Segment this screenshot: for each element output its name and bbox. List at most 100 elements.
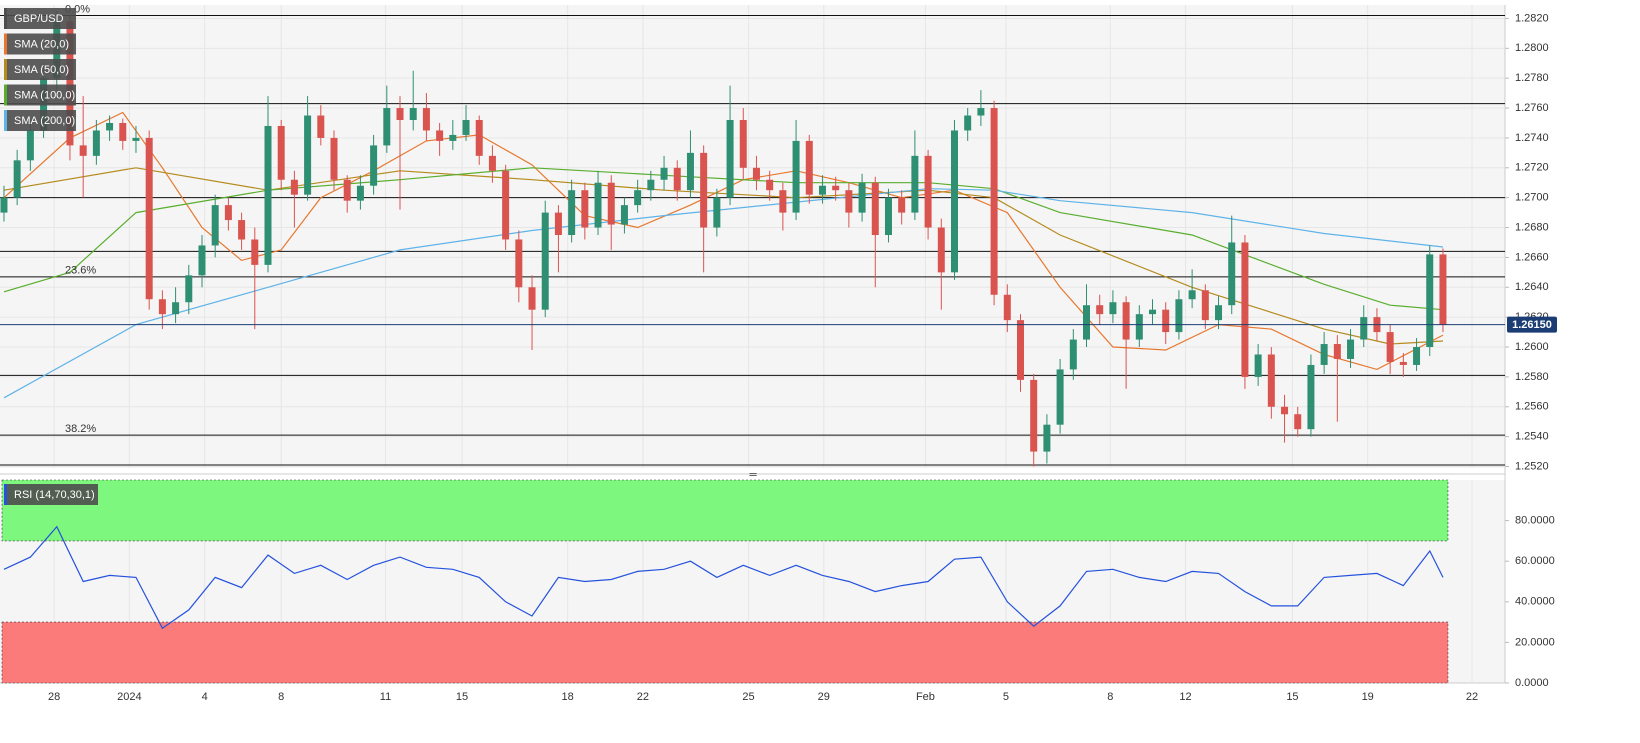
x-tick-label: 15 bbox=[456, 691, 468, 703]
legend-item: SMA (20,0) bbox=[4, 33, 76, 55]
x-tick-label: 19 bbox=[1362, 691, 1374, 703]
candle-body bbox=[1228, 242, 1236, 306]
y-tick-label: 1.2720 bbox=[1515, 162, 1549, 174]
divider-handle[interactable]: ═ bbox=[748, 470, 757, 481]
candle-body bbox=[330, 137, 338, 180]
candle-body bbox=[26, 130, 34, 161]
candle-body bbox=[1333, 344, 1341, 359]
legend-label: RSI (14,70,30,1) bbox=[14, 489, 95, 501]
candle-body bbox=[304, 115, 312, 195]
candle-body bbox=[1307, 364, 1315, 430]
y-tick-label: 1.2780 bbox=[1515, 72, 1549, 84]
candle-body bbox=[396, 108, 404, 121]
candle-body bbox=[1320, 344, 1328, 365]
candle-body bbox=[766, 179, 774, 191]
legend-box bbox=[4, 33, 76, 55]
legend-swatch bbox=[4, 110, 7, 131]
legend-box bbox=[4, 110, 76, 131]
x-tick-label: 11 bbox=[380, 691, 391, 703]
candle-body bbox=[132, 137, 140, 141]
candle-body bbox=[805, 140, 813, 195]
y-tick-label: 1.2680 bbox=[1515, 221, 1549, 233]
candle-body bbox=[1254, 354, 1262, 377]
candle-body bbox=[211, 205, 219, 246]
candle-body bbox=[634, 190, 642, 206]
candle-body bbox=[317, 115, 325, 138]
candle-body bbox=[792, 140, 800, 213]
candle-body bbox=[845, 190, 853, 213]
plot bbox=[0, 10, 1505, 684]
price-panel bbox=[0, 5, 1505, 468]
candle-body bbox=[1043, 424, 1051, 452]
x-tick-label: 12 bbox=[1179, 691, 1191, 703]
candle-body bbox=[752, 167, 760, 180]
candle-body bbox=[1215, 305, 1223, 321]
candle-body bbox=[145, 137, 153, 300]
candle-body bbox=[277, 125, 285, 180]
candle-body bbox=[13, 160, 21, 198]
candle-body bbox=[1267, 354, 1275, 407]
candle-body bbox=[224, 205, 232, 221]
candle-body bbox=[858, 182, 866, 213]
candle-body bbox=[79, 145, 87, 156]
legend-label: SMA (20,0) bbox=[14, 38, 69, 50]
candle-body bbox=[950, 130, 958, 273]
legend-item: SMA (200,0) bbox=[4, 110, 76, 131]
legend-item: SMA (50,0) bbox=[4, 59, 76, 80]
overlay: 1.25201.25401.25601.25801.26001.26201.26… bbox=[4, 3, 1557, 703]
candle-body bbox=[1426, 254, 1434, 348]
x-tick-label: Feb bbox=[916, 691, 935, 703]
legend-label: SMA (50,0) bbox=[14, 64, 69, 76]
y-tick-label: 1.2580 bbox=[1515, 371, 1549, 383]
candle-body bbox=[871, 182, 879, 236]
legend-box bbox=[4, 59, 76, 80]
candle-body bbox=[990, 108, 998, 295]
candle-body bbox=[832, 185, 840, 191]
candle-body bbox=[1439, 254, 1447, 325]
candle-body bbox=[502, 170, 510, 240]
x-tick-label: 22 bbox=[637, 691, 649, 703]
legend-label: SMA (200,0) bbox=[14, 115, 75, 127]
legend-box bbox=[4, 84, 76, 106]
candle-body bbox=[488, 155, 496, 171]
candle-body bbox=[264, 125, 272, 265]
candle-body bbox=[1188, 290, 1196, 300]
y-tick-label: 20.0000 bbox=[1515, 636, 1555, 648]
candle-body bbox=[343, 179, 351, 201]
x-tick-label: 18 bbox=[562, 691, 574, 703]
y-tick-label: 1.2520 bbox=[1515, 460, 1549, 472]
y-tick-label: 1.2540 bbox=[1515, 431, 1549, 443]
candle-body bbox=[185, 275, 193, 303]
candle-body bbox=[884, 197, 892, 236]
x-tick-label: 28 bbox=[48, 691, 60, 703]
y-tick-label: 0.0000 bbox=[1515, 677, 1549, 689]
candle-body bbox=[964, 115, 972, 131]
x-tick-label: 5 bbox=[1003, 691, 1009, 703]
candle-body bbox=[1003, 294, 1011, 321]
zone bbox=[1, 621, 1449, 684]
candle-body bbox=[383, 108, 391, 146]
candle-body bbox=[607, 182, 615, 225]
candle-body bbox=[1056, 369, 1064, 425]
legend-label: SMA (100,0) bbox=[14, 89, 75, 101]
candle-body bbox=[158, 299, 166, 315]
legend-swatch bbox=[4, 84, 7, 106]
zone bbox=[1, 479, 1449, 542]
candle-body bbox=[1083, 305, 1091, 340]
candle-body bbox=[1135, 314, 1143, 340]
legend-swatch bbox=[4, 484, 7, 505]
y-tick-label: 1.2660 bbox=[1515, 251, 1549, 263]
series-line bbox=[3, 111, 1444, 371]
candle-body bbox=[1175, 299, 1183, 333]
legend-swatch bbox=[4, 59, 7, 80]
y-tick-label: 1.2800 bbox=[1515, 42, 1549, 54]
candle-body bbox=[594, 182, 602, 228]
candle-body bbox=[1016, 320, 1024, 380]
candle-body bbox=[818, 185, 826, 195]
candle-body bbox=[686, 152, 694, 191]
candle-body bbox=[528, 287, 536, 310]
candle-body bbox=[198, 245, 206, 276]
legend-swatch bbox=[4, 8, 7, 29]
candle-body bbox=[1162, 309, 1170, 333]
candle-body bbox=[1109, 302, 1117, 315]
